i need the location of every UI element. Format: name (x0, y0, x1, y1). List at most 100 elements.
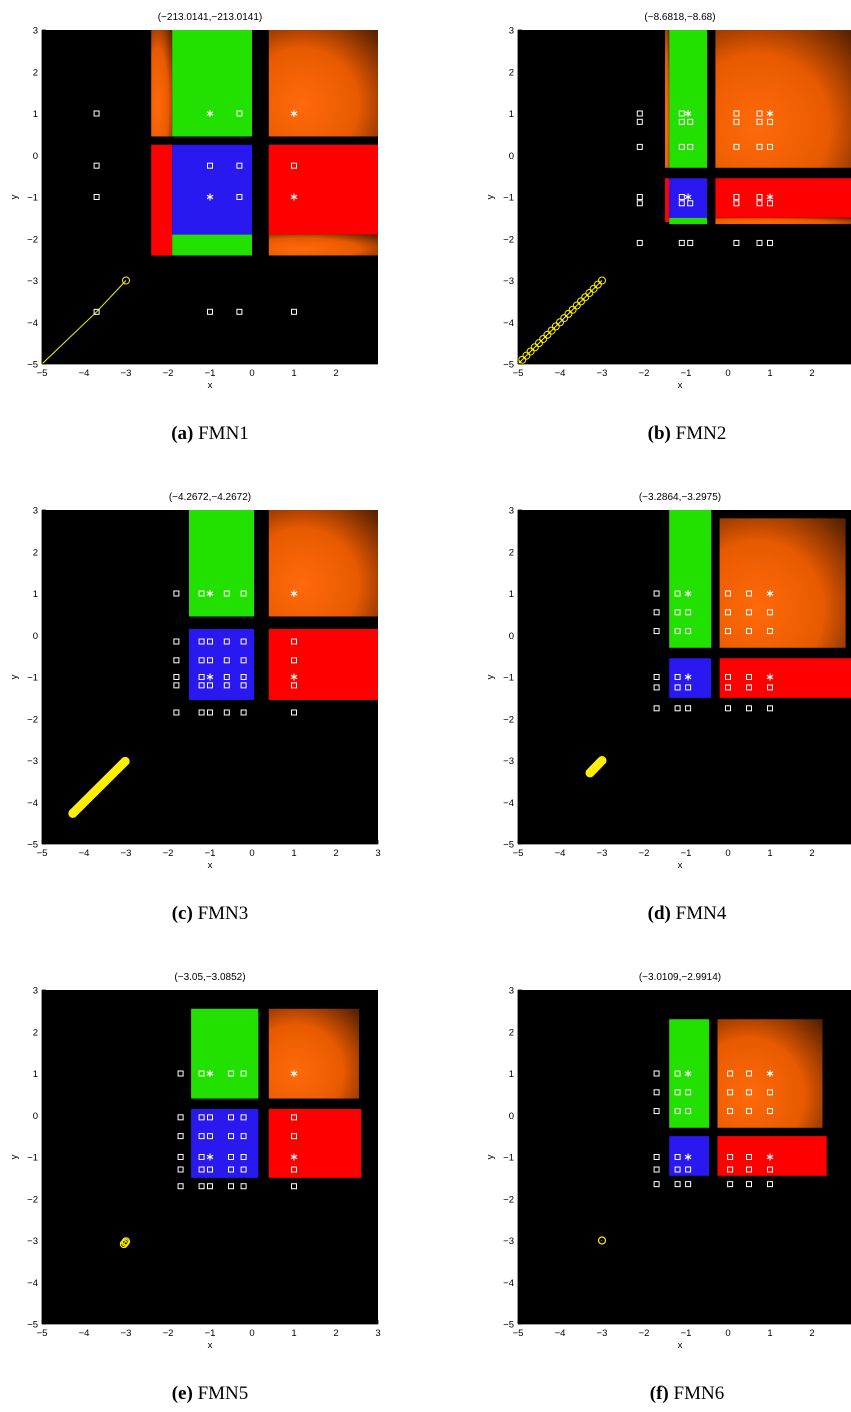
square-marker (733, 118, 740, 125)
x-tick-label: 0 (725, 368, 730, 379)
star-stroke (290, 194, 298, 200)
region-green (669, 217, 707, 225)
y-tick-label: −2 (503, 234, 514, 245)
region-orange (715, 217, 851, 225)
region-orange (665, 30, 670, 168)
panel-c-caption: (c) FMN3 (60, 903, 360, 925)
square-marker (198, 1166, 205, 1173)
trajectory-point (530, 343, 539, 352)
trajectory-point (518, 355, 527, 364)
region-green (669, 510, 712, 648)
square-marker (223, 682, 230, 689)
star-marker (206, 193, 214, 201)
y-tick-label: −4 (27, 1278, 38, 1289)
square-marker (240, 657, 247, 664)
panel-b-caption: (b) FMN2 (537, 423, 837, 445)
trajectory-point (543, 330, 552, 339)
x-tick-label: −2 (163, 848, 174, 859)
trajectory-point (581, 293, 590, 302)
square-marker (198, 657, 205, 664)
x-tick-label: −2 (639, 848, 650, 859)
star-marker (290, 1070, 298, 1077)
star-stroke (684, 1154, 692, 1160)
square-marker (173, 657, 180, 664)
x-tick-label: −2 (163, 1328, 174, 1339)
y-tick-label: −3 (503, 1236, 514, 1247)
square-marker (653, 1108, 660, 1115)
square-marker (173, 638, 180, 645)
star-stroke (290, 1071, 298, 1076)
x-tick-label: −5 (37, 368, 48, 379)
square-marker (636, 143, 643, 150)
square-marker (236, 162, 243, 169)
caption-label: (a) (171, 423, 194, 444)
trajectory-point (568, 305, 577, 314)
square-marker (674, 705, 681, 712)
y-tick-label: −1 (503, 673, 514, 684)
x-tick-label: −1 (681, 848, 692, 859)
trajectory-point (120, 756, 130, 766)
square-marker (636, 194, 643, 200)
square-marker (223, 674, 230, 680)
plot-area (518, 30, 851, 364)
square-marker (291, 1183, 297, 1190)
x-tick-label: 1 (291, 1328, 296, 1339)
panel-e-caption: (e) FMN5 (60, 1383, 360, 1405)
square-marker (198, 638, 205, 645)
square-marker (653, 1154, 660, 1160)
trajectory-point (539, 334, 548, 343)
square-marker (228, 1166, 234, 1173)
y-tick-label: −5 (27, 1320, 38, 1331)
trajectory-point (572, 301, 581, 310)
x-tick-label: −1 (205, 1328, 216, 1339)
caption-name: FMN4 (675, 903, 727, 924)
square-marker (291, 162, 297, 169)
y-tick-label: −4 (503, 1278, 514, 1289)
star-stroke (206, 194, 214, 200)
square-marker (653, 1166, 660, 1173)
y-tick-label: 0 (509, 151, 514, 162)
y-tick-label: 0 (33, 1111, 38, 1122)
square-marker (93, 194, 100, 200)
y-tick-label: −4 (27, 318, 38, 329)
x-axis-label: x (208, 860, 213, 871)
x-tick-label: −5 (37, 848, 48, 859)
x-tick-label: 1 (767, 1328, 772, 1339)
region-red (268, 144, 378, 235)
square-marker (198, 1154, 205, 1160)
y-tick-label: −2 (27, 234, 38, 245)
region-red (151, 144, 173, 256)
square-marker (746, 1154, 752, 1160)
region-orange (268, 234, 378, 256)
square-marker (746, 684, 752, 691)
x-tick-label: −1 (205, 848, 216, 859)
square-marker (687, 200, 694, 207)
region-green (172, 30, 252, 137)
square-marker (687, 143, 694, 150)
y-tick-label: 0 (33, 631, 38, 642)
x-tick-label: 0 (249, 1328, 254, 1339)
x-axis-label: x (678, 860, 683, 871)
y-tick-label: −5 (27, 840, 38, 851)
square-marker (767, 628, 773, 635)
x-tick-label: −4 (555, 1328, 566, 1339)
square-marker (674, 1108, 681, 1115)
square-marker (240, 674, 247, 680)
square-marker (674, 609, 681, 616)
x-tick-label: 3 (375, 1328, 380, 1339)
square-marker (177, 1133, 184, 1140)
region-orange (268, 1008, 360, 1099)
square-marker (240, 1154, 247, 1160)
square-marker (240, 1070, 247, 1077)
square-marker (236, 194, 243, 200)
square-marker (207, 682, 213, 689)
x-tick-label: 0 (725, 1328, 730, 1339)
y-tick-label: −5 (503, 360, 514, 371)
square-marker (291, 1133, 297, 1140)
star-marker (766, 590, 774, 597)
trajectory-point (564, 309, 573, 318)
square-marker (228, 1183, 234, 1190)
y-axis-label: y (9, 674, 20, 679)
square-marker (685, 1108, 692, 1115)
caption-name: FMN1 (198, 423, 249, 444)
